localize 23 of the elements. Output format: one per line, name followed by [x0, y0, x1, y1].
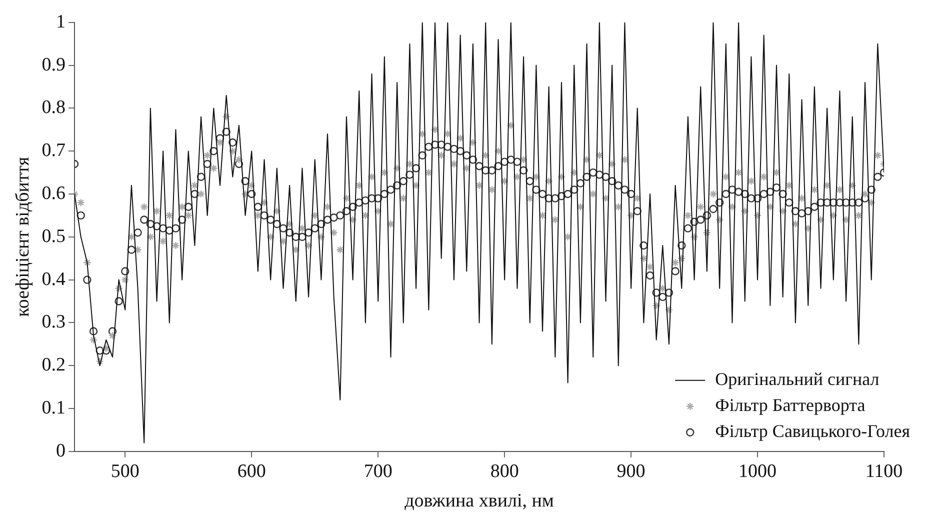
- x-tick-label: 800: [490, 460, 519, 482]
- y-tick-label: 0: [56, 440, 66, 462]
- y-tick-label: 0.9: [42, 54, 66, 76]
- y-tick-label: 0.1: [42, 397, 66, 418]
- x-tick-label: 600: [237, 460, 266, 482]
- y-tick-label: 0.6: [42, 182, 66, 204]
- x-tick-label: 700: [364, 460, 392, 482]
- y-tick-label: 0.7: [42, 140, 66, 162]
- legend-label: Фільтр Савицького-Голея: [715, 421, 910, 442]
- y-tick-label: 0.3: [42, 312, 66, 333]
- y-tick-label: 0.2: [42, 354, 66, 376]
- y-axis-title: коефіцієнт відбиття: [12, 156, 34, 317]
- x-axis-title: довжина хвилі, нм: [404, 490, 554, 512]
- x-tick-label: 1100: [865, 460, 903, 482]
- y-tick-label: 0.4: [42, 268, 66, 290]
- x-tick-label: 1000: [738, 460, 777, 482]
- x-tick-label: 500: [110, 460, 140, 482]
- y-tick-label: 0.5: [42, 226, 66, 247]
- y-tick-label: 1: [56, 11, 66, 32]
- legend-label: Оригінальний сигнал: [715, 369, 880, 390]
- x-tick-label: 900: [616, 460, 646, 482]
- y-tick-label: 0.8: [42, 97, 66, 118]
- legend-label: Фільтр Баттерворта: [715, 395, 866, 416]
